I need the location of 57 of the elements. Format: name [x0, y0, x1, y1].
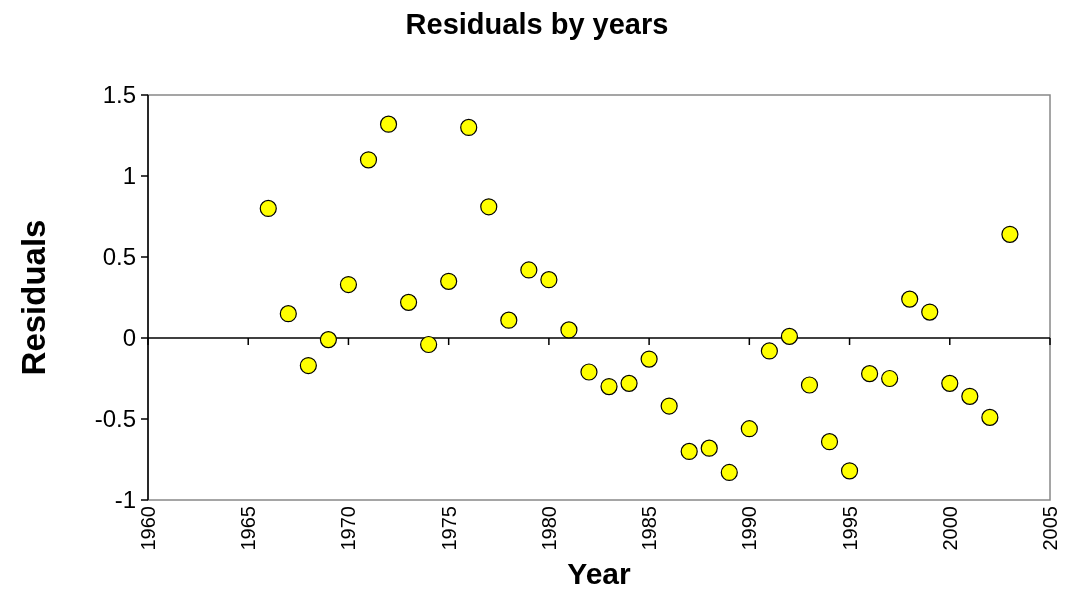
y-tick-label: 1.5 — [102, 81, 136, 109]
point — [259, 199, 277, 217]
point — [901, 290, 919, 308]
point — [1001, 225, 1019, 243]
x-tick-label: 2005 — [1039, 506, 1061, 551]
point — [660, 397, 678, 415]
point — [560, 321, 578, 339]
y-tick-label: 1 — [122, 162, 136, 190]
point — [540, 271, 558, 289]
point — [319, 331, 337, 349]
x-tick-label: 1965 — [237, 506, 260, 551]
point — [861, 365, 879, 383]
point — [720, 463, 738, 482]
point — [941, 374, 959, 392]
point — [620, 374, 638, 392]
point — [840, 462, 859, 480]
point — [580, 363, 598, 381]
y-tick-label: 0 — [122, 324, 136, 352]
x-tick-label: 1995 — [838, 506, 861, 551]
point — [420, 335, 438, 354]
point — [800, 376, 819, 394]
point — [981, 408, 999, 426]
point — [480, 198, 498, 216]
point — [359, 151, 378, 169]
y-tick-label: -0.5 — [94, 405, 136, 433]
point — [700, 439, 718, 457]
y-tick-label: 0.5 — [102, 243, 136, 271]
x-tick-label: 1975 — [437, 506, 460, 551]
x-tick-label: 1985 — [638, 506, 661, 551]
point — [600, 378, 618, 396]
point — [640, 350, 658, 368]
point — [299, 356, 317, 375]
point — [760, 342, 778, 360]
point — [680, 442, 698, 460]
x-tick-label: 1960 — [137, 506, 159, 551]
point — [921, 303, 939, 321]
point — [820, 433, 839, 451]
point — [520, 261, 538, 279]
y-tick-label: -1 — [114, 486, 136, 514]
x-tick-label: 2000 — [938, 506, 961, 551]
x-axis-title: Year — [567, 557, 632, 590]
point — [460, 118, 478, 136]
point — [500, 311, 518, 329]
point — [440, 272, 458, 290]
x-tick-label: 1970 — [337, 506, 360, 551]
point — [399, 293, 418, 311]
point — [740, 420, 758, 438]
y-axis-title: Residuals — [15, 219, 52, 376]
x-tick-label: 1990 — [738, 506, 761, 551]
point — [339, 275, 358, 294]
chart-title: Residuals by years — [405, 8, 669, 40]
point — [780, 327, 799, 345]
point — [379, 115, 398, 133]
point — [961, 387, 979, 405]
x-tick-label: 1980 — [537, 506, 560, 551]
point — [881, 369, 899, 388]
point — [279, 305, 297, 323]
